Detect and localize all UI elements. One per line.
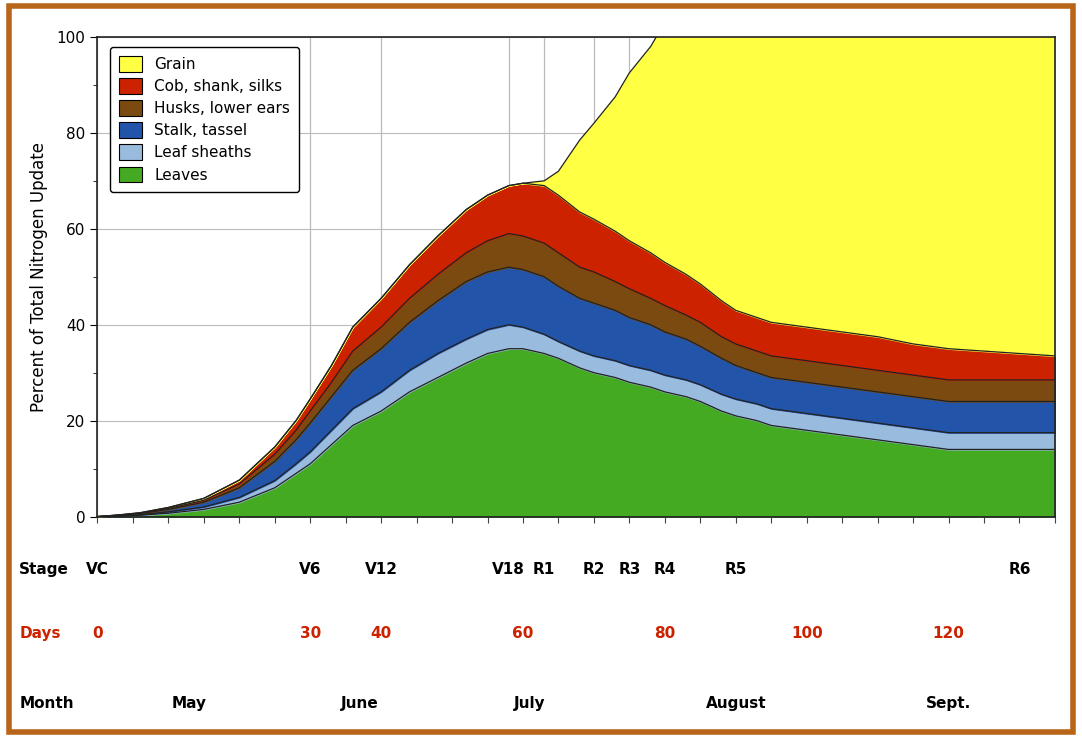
Legend: Grain, Cob, shank, silks, Husks, lower ears, Stalk, tassel, Leaf sheaths, Leaves: Grain, Cob, shank, silks, Husks, lower e…	[109, 47, 299, 192]
Text: June: June	[341, 696, 379, 711]
Text: V18: V18	[492, 562, 525, 577]
Text: R6: R6	[1008, 562, 1031, 577]
Text: R4: R4	[654, 562, 676, 577]
Text: 80: 80	[655, 626, 675, 641]
Text: 60: 60	[512, 626, 533, 641]
Text: VC: VC	[85, 562, 109, 577]
Text: 0: 0	[92, 626, 103, 641]
Text: R5: R5	[725, 562, 747, 577]
Text: Sept.: Sept.	[926, 696, 972, 711]
Text: V12: V12	[365, 562, 397, 577]
Text: Month: Month	[19, 696, 74, 711]
Y-axis label: Percent of Total Nitrogen Update: Percent of Total Nitrogen Update	[30, 142, 49, 412]
Text: 30: 30	[300, 626, 320, 641]
Text: May: May	[172, 696, 207, 711]
Text: V6: V6	[299, 562, 321, 577]
Text: July: July	[514, 696, 546, 711]
Text: 100: 100	[791, 626, 822, 641]
Text: Days: Days	[19, 626, 61, 641]
Text: R2: R2	[582, 562, 605, 577]
Text: August: August	[705, 696, 766, 711]
Text: 40: 40	[370, 626, 392, 641]
Text: R1: R1	[533, 562, 555, 577]
Text: R3: R3	[618, 562, 641, 577]
Text: Stage: Stage	[19, 562, 69, 577]
Text: 120: 120	[933, 626, 964, 641]
